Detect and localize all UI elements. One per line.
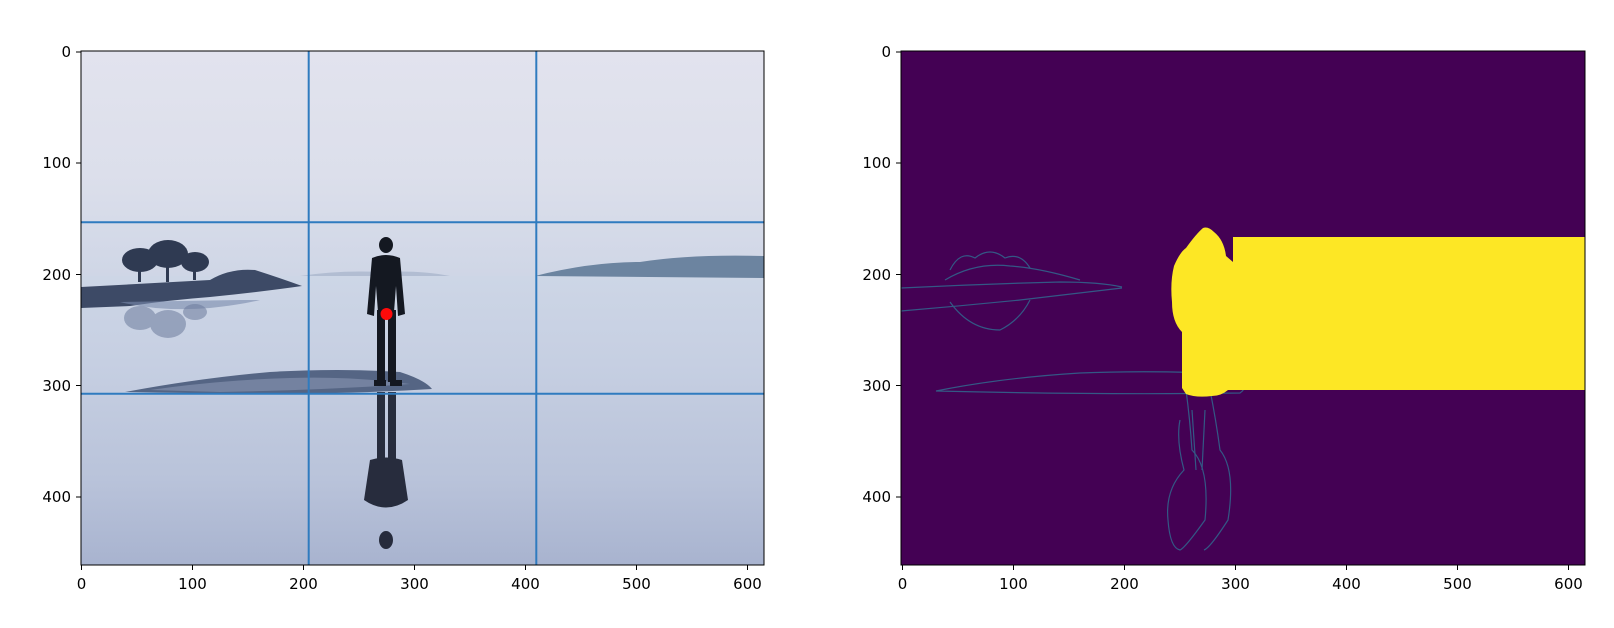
saliency-y-tick-labels: 0 100 200 300 400 bbox=[862, 43, 891, 506]
x-tick-label: 600 bbox=[733, 575, 762, 593]
y-tick-label: 200 bbox=[42, 266, 71, 284]
x-tick-label: 500 bbox=[622, 575, 651, 593]
x-tick-label: 300 bbox=[1221, 575, 1250, 593]
photo-panel: 0 100 200 300 400 0 100 200 300 400 500 … bbox=[42, 43, 765, 593]
y-tick-label: 0 bbox=[61, 43, 71, 61]
red-marker bbox=[380, 308, 393, 320]
saliency-x-tick-labels: 0 100 200 300 400 500 600 bbox=[898, 575, 1583, 593]
photo-x-tick-labels: 0 100 200 300 400 500 600 bbox=[77, 575, 762, 593]
y-tick-label: 100 bbox=[42, 154, 71, 172]
x-tick-label: 400 bbox=[1332, 575, 1361, 593]
x-tick-label: 300 bbox=[400, 575, 429, 593]
saliency-axis-ticks bbox=[896, 51, 1569, 570]
y-tick-label: 400 bbox=[42, 488, 71, 506]
photo-image bbox=[81, 51, 764, 565]
y-tick-label: 200 bbox=[862, 266, 891, 284]
y-tick-label: 400 bbox=[862, 488, 891, 506]
y-tick-label: 300 bbox=[42, 377, 71, 395]
saliency-panel: 0 100 200 300 400 0 100 200 300 400 500 … bbox=[862, 43, 1586, 593]
edge-outlines bbox=[901, 251, 1246, 551]
x-tick-label: 100 bbox=[999, 575, 1028, 593]
y-tick-label: 300 bbox=[862, 377, 891, 395]
x-tick-label: 200 bbox=[1110, 575, 1139, 593]
x-tick-label: 600 bbox=[1554, 575, 1583, 593]
y-tick-label: 0 bbox=[881, 43, 891, 61]
grid-lines bbox=[81, 51, 764, 565]
photo-axis-ticks bbox=[76, 51, 748, 570]
x-tick-label: 100 bbox=[178, 575, 207, 593]
x-tick-label: 0 bbox=[77, 575, 87, 593]
yellow-mask bbox=[1171, 227, 1585, 397]
y-tick-label: 100 bbox=[862, 154, 891, 172]
x-tick-label: 400 bbox=[511, 575, 540, 593]
x-tick-label: 0 bbox=[898, 575, 908, 593]
x-tick-label: 500 bbox=[1443, 575, 1472, 593]
saliency-image bbox=[901, 51, 1585, 565]
photo-y-tick-labels: 0 100 200 300 400 bbox=[42, 43, 71, 506]
x-tick-label: 200 bbox=[289, 575, 318, 593]
